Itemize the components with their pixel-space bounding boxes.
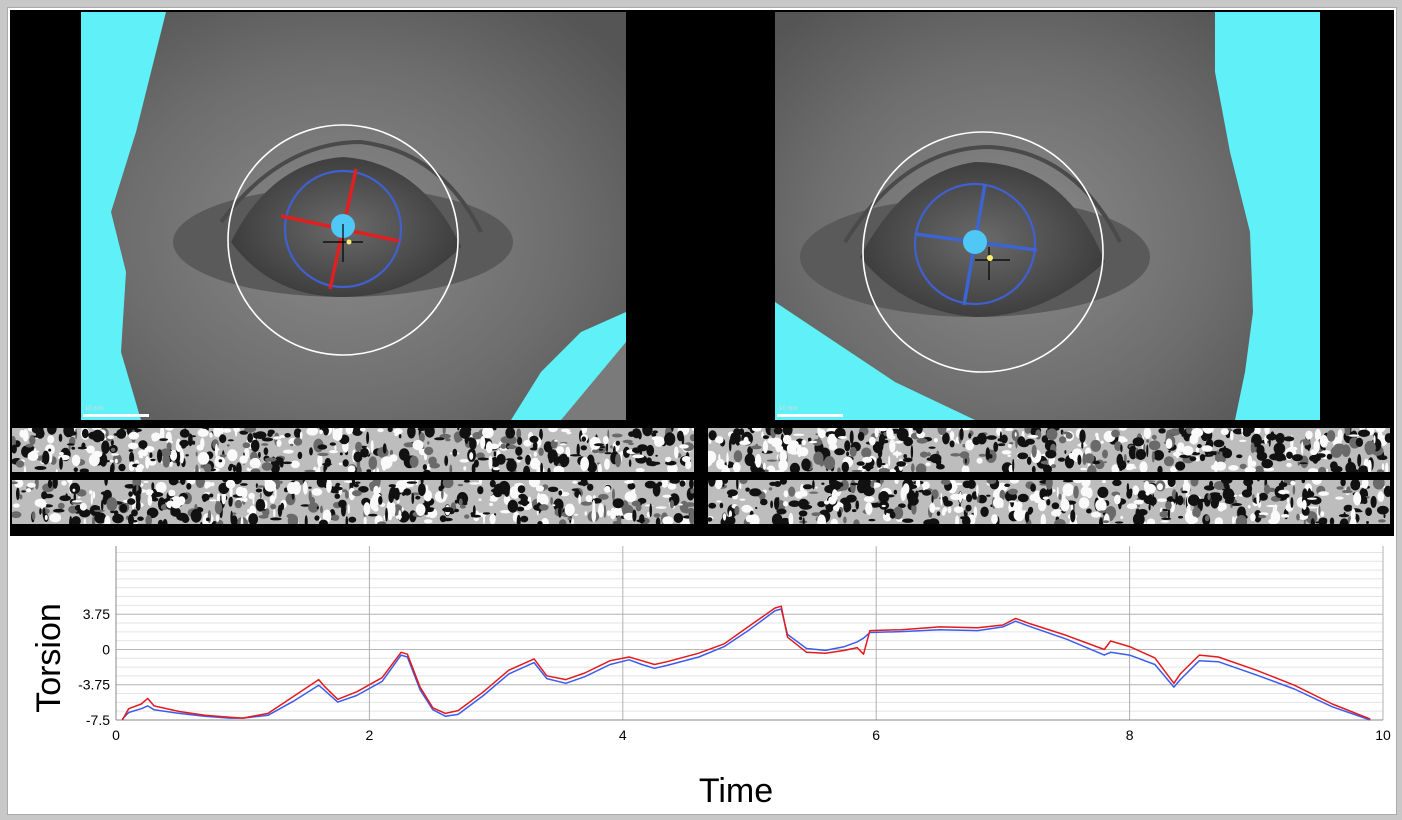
pupil-center-marker <box>963 230 987 254</box>
eye-tracking-window: 10 mm <box>7 7 1397 815</box>
iris-pattern <box>708 428 1390 472</box>
x-axis-label: Time <box>699 772 773 810</box>
torsion-chart: 3.75 0 -3.75 -7.5 0 2 4 6 8 10 Torsion Time <box>8 538 1396 814</box>
x-tick-label: 10 <box>1375 727 1391 743</box>
scale-label: 10 mm <box>779 406 798 412</box>
left-eye-image <box>81 12 626 420</box>
iris-pattern <box>708 480 1390 524</box>
y-tick-labels: 3.75 0 -3.75 -7.5 <box>78 606 110 728</box>
right-eye-camera-view[interactable]: 10 mm <box>775 12 1320 420</box>
x-tick-label: 8 <box>1126 727 1134 743</box>
iris-pattern <box>12 480 694 524</box>
chart-grid <box>115 546 1384 721</box>
iris-strip-left-reference <box>12 428 694 472</box>
y-tick-label: 3.75 <box>83 606 110 622</box>
torsion-chart-svg: 3.75 0 -3.75 -7.5 0 2 4 6 8 10 Torsion Time <box>30 546 1391 810</box>
scale-bar <box>777 414 843 417</box>
iris-pattern <box>12 428 694 472</box>
iris-search-circle <box>227 124 459 356</box>
x-tick-label: 4 <box>619 727 627 743</box>
iris-strip-right-current <box>708 480 1390 524</box>
y-tick-label: -3.75 <box>78 677 110 693</box>
series-line <box>121 608 1371 721</box>
x-tick-label: 2 <box>366 727 374 743</box>
iris-strip-right-reference <box>708 428 1390 472</box>
right-eye-image <box>775 12 1320 420</box>
iris-strip-left-current <box>12 480 694 524</box>
video-panel: 10 mm <box>10 10 1394 536</box>
left-eye-camera-view[interactable]: 10 mm <box>81 12 626 420</box>
y-tick-label: 0 <box>102 641 110 657</box>
pupil-ring <box>913 182 1037 306</box>
x-tick-labels: 0 2 4 6 8 10 <box>112 727 1391 743</box>
series-line <box>121 605 1371 721</box>
scale-bar <box>83 414 149 417</box>
x-tick-label: 6 <box>872 727 880 743</box>
x-tick-label: 0 <box>112 727 120 743</box>
pupil-ring <box>283 169 403 289</box>
chart-series <box>121 605 1371 721</box>
y-tick-label: -7.5 <box>86 712 110 728</box>
y-axis-label: Torsion <box>30 603 68 713</box>
scale-label: 10 mm <box>85 406 104 412</box>
iris-search-circle <box>862 131 1104 373</box>
